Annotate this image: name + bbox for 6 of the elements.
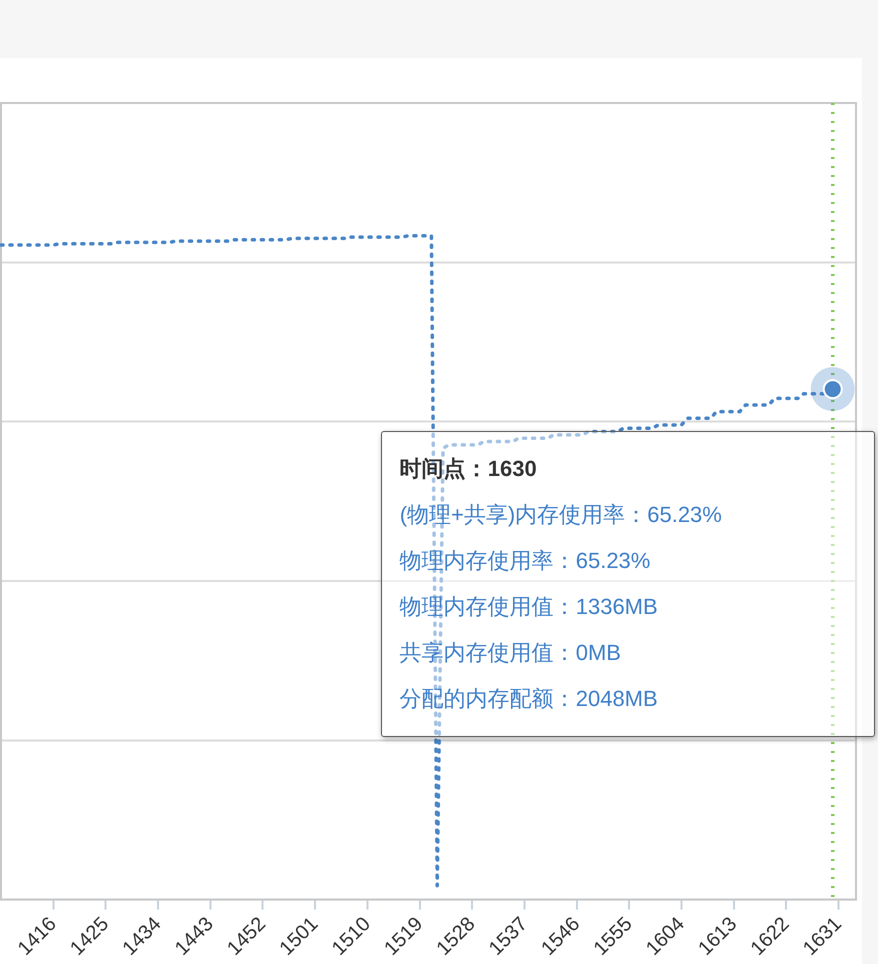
annotation: 共享内存使用值：0MB [400, 639, 622, 668]
annotation: 分配的内存配额：2048MB [400, 685, 659, 714]
annotation: 物理内存使用值：1336MB [400, 593, 659, 622]
annotation: 物理内存使用率：65.23% [400, 547, 652, 576]
annotation: 时间点：1630 [400, 455, 538, 484]
annotation: (物理+共享)内存使用率：65.23% [400, 501, 723, 530]
